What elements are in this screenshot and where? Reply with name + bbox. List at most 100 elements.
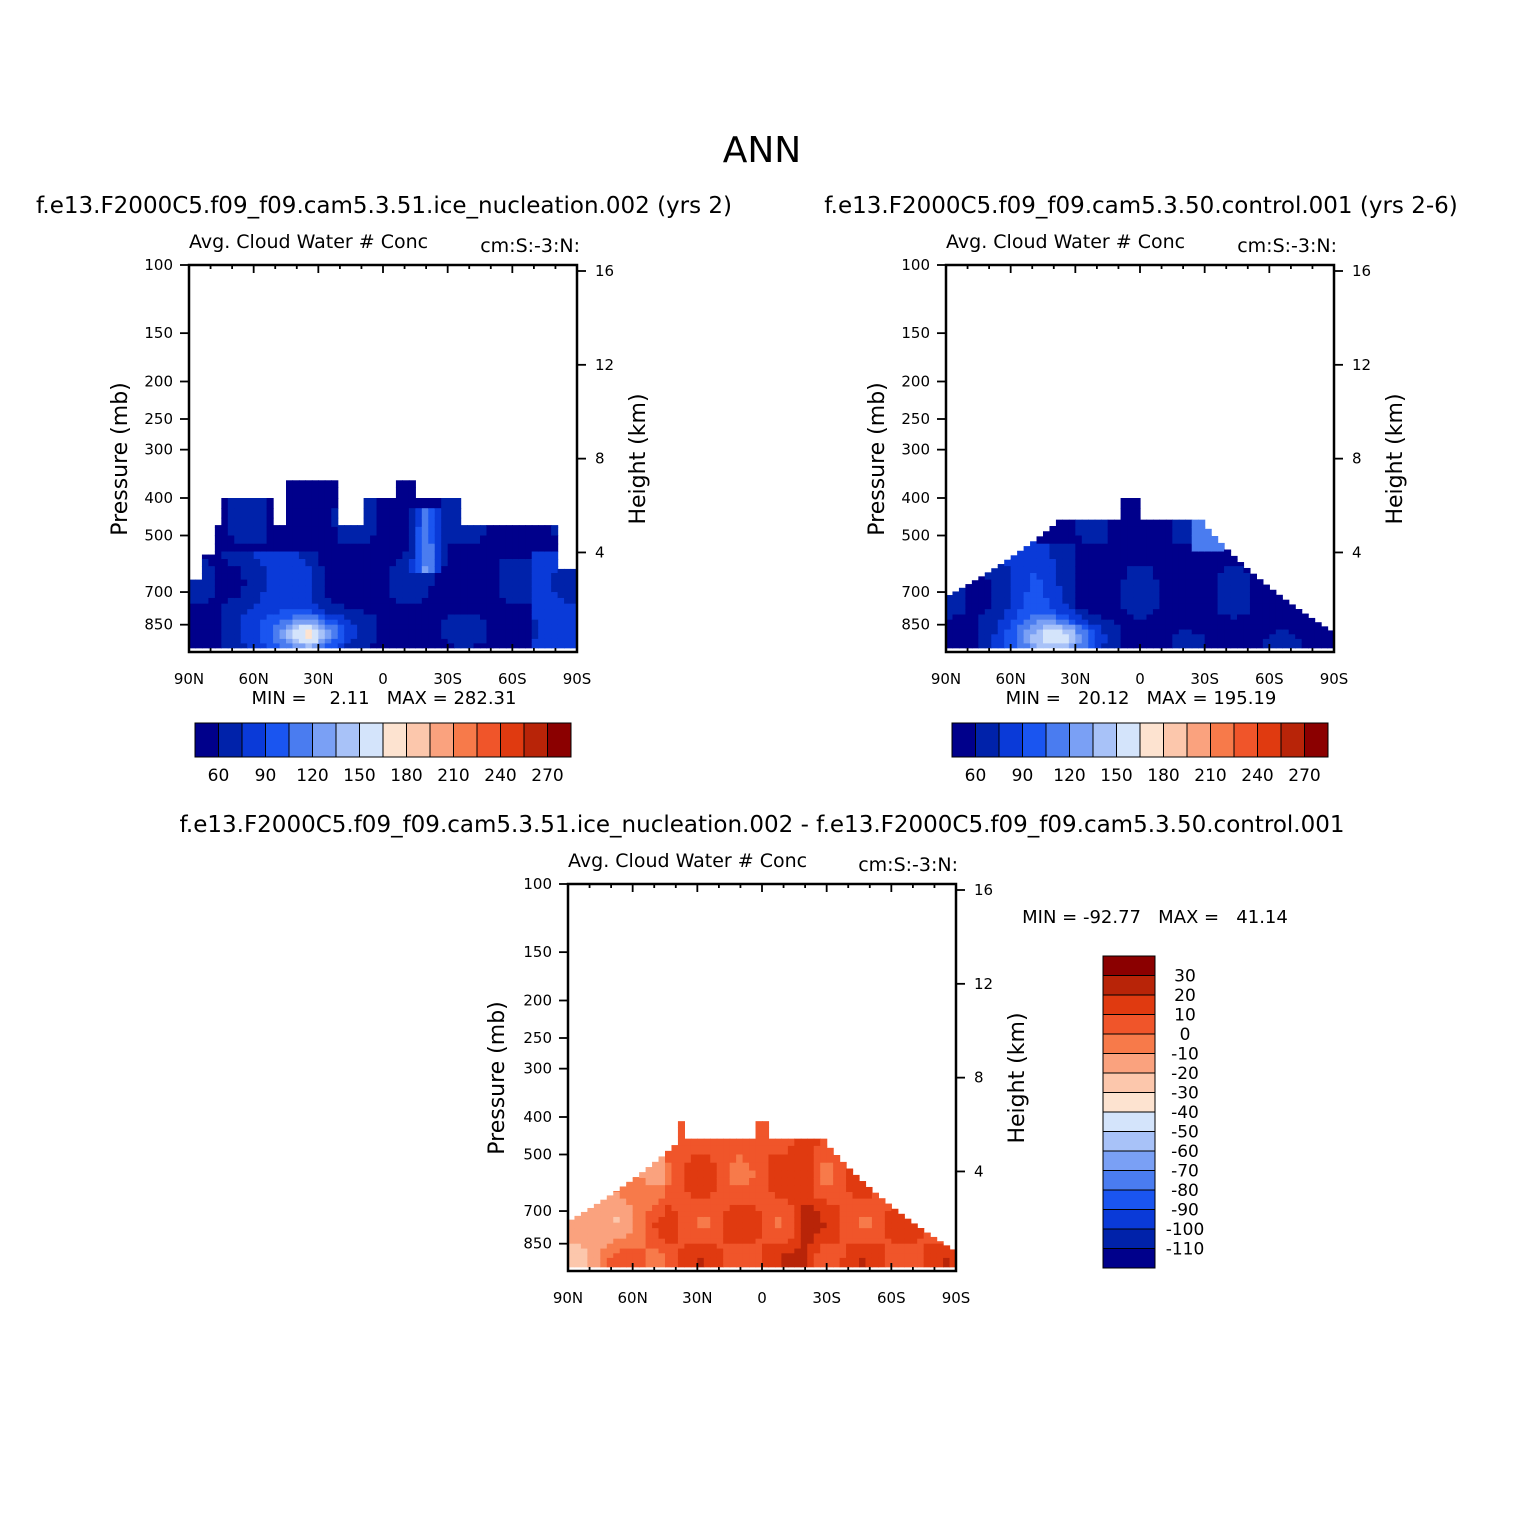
data-cell <box>266 643 274 649</box>
colorbar: 60 90 120 150 180 210 240 270 <box>951 722 1329 786</box>
data-cell <box>434 643 442 649</box>
data-cell <box>755 1154 763 1164</box>
data-cell <box>389 629 397 635</box>
data-cell <box>781 1257 789 1263</box>
data-cell <box>1010 603 1018 610</box>
data-cell <box>1282 629 1290 635</box>
data-cell <box>729 1211 737 1218</box>
data-cell <box>1120 526 1128 537</box>
y-tick-right-label: 12 <box>595 356 614 374</box>
data-cell <box>531 643 539 649</box>
axis-ticks: 90N 60N 30N 0 30S 60S 90S100150200250300400500… <box>523 875 993 1307</box>
data-cell <box>884 1238 892 1245</box>
data-cell <box>247 526 255 537</box>
data-cell <box>1075 573 1083 581</box>
data-cell <box>408 585 416 593</box>
data-cell <box>447 573 455 581</box>
data-cell <box>460 634 468 640</box>
data-cell <box>1295 638 1303 644</box>
data-cell <box>234 634 242 640</box>
data-cell <box>846 1211 854 1218</box>
data-cell <box>538 634 546 640</box>
data-cell <box>923 1257 931 1263</box>
data-cell <box>568 1228 576 1235</box>
data-cell <box>1282 609 1290 616</box>
data-cell <box>344 638 352 644</box>
data-cell <box>716 1154 724 1164</box>
data-cell <box>1159 566 1167 574</box>
data-cell <box>1275 614 1283 621</box>
data-cell <box>415 638 423 644</box>
data-cell <box>749 1257 757 1263</box>
data-cell <box>1249 638 1257 644</box>
data-cell <box>447 566 455 574</box>
data-cell <box>311 498 319 509</box>
data-cell <box>710 1233 718 1240</box>
data-cell <box>703 1233 711 1240</box>
data-cell <box>716 1211 724 1218</box>
data-cell <box>363 597 371 605</box>
colorbar-box <box>476 722 501 758</box>
data-cell <box>1152 543 1160 553</box>
data-cell <box>1094 619 1102 626</box>
data-cell <box>1185 566 1193 574</box>
data-cell <box>1036 543 1044 553</box>
data-cell <box>1088 566 1096 574</box>
data-cell <box>952 629 960 635</box>
data-cell <box>639 1248 647 1254</box>
data-cell <box>871 1233 879 1240</box>
colorbar-box <box>1102 1170 1156 1191</box>
data-cell <box>389 558 397 567</box>
colorbar: 3020100-10-20-30-40-50-60-70-80-90-100-1… <box>1102 955 1204 1269</box>
data-cell <box>234 597 242 605</box>
data-cell <box>189 597 197 605</box>
data-cell <box>839 1192 847 1200</box>
colorbar-label: -40 <box>1171 1103 1199 1123</box>
colorbar-box <box>429 722 454 758</box>
data-cell <box>1010 614 1018 621</box>
data-cell <box>639 1192 647 1200</box>
data-cell <box>716 1198 724 1206</box>
data-cell <box>991 638 999 644</box>
data-cell <box>632 1243 640 1250</box>
colorbar-label: 0 <box>1180 1025 1191 1045</box>
data-cell <box>363 614 371 621</box>
data-cell <box>1133 629 1141 635</box>
data-cell <box>525 624 533 631</box>
data-cell <box>878 1222 886 1229</box>
data-cell <box>593 1243 601 1250</box>
data-cell <box>337 597 345 605</box>
data-cell <box>800 1233 808 1240</box>
data-cell <box>984 603 992 610</box>
data-cell <box>318 619 326 626</box>
data-cell <box>402 638 410 644</box>
data-cell <box>1036 634 1044 640</box>
data-cell <box>1230 585 1238 593</box>
data-cell <box>859 1257 867 1263</box>
data-cell <box>871 1238 879 1245</box>
data-cell <box>538 526 546 537</box>
data-cell <box>1023 579 1031 587</box>
data-cell <box>1198 535 1206 545</box>
data-cell <box>1185 603 1193 610</box>
data-cell <box>600 1257 608 1263</box>
data-cell <box>729 1257 737 1263</box>
data-cell <box>736 1138 744 1147</box>
data-cell <box>813 1145 821 1156</box>
data-cell <box>807 1257 815 1263</box>
data-cell <box>768 1228 776 1235</box>
data-cell <box>492 573 500 581</box>
data-cell <box>1114 603 1122 610</box>
data-cell <box>723 1170 731 1179</box>
data-cell <box>658 1243 666 1250</box>
data-cell <box>357 629 365 635</box>
data-cell <box>1230 603 1238 610</box>
data-cell <box>703 1185 711 1193</box>
data-cell <box>1017 638 1025 644</box>
data-cell <box>703 1138 711 1147</box>
data-cell <box>891 1262 899 1268</box>
data-cell <box>234 592 242 599</box>
data-cell <box>794 1138 802 1147</box>
data-cell <box>1269 634 1277 640</box>
data-cell <box>298 634 306 640</box>
